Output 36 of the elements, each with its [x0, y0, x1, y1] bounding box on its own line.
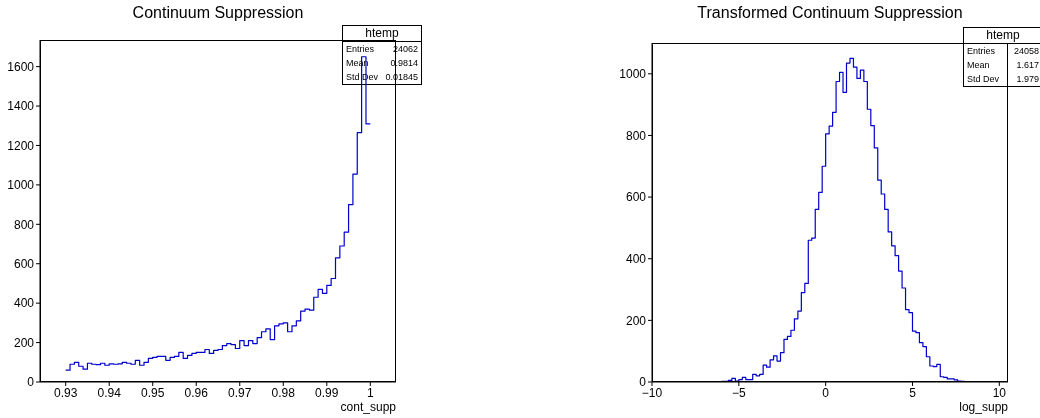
y-tick-label: 200 — [13, 335, 35, 350]
x-tick-label: 5 — [909, 385, 917, 400]
y-tick-label: 800 — [13, 217, 35, 232]
x-tick-label: 0.99 — [315, 385, 339, 400]
x-tick-label: 0 — [822, 385, 830, 400]
y-tick-label: 1000 — [7, 178, 35, 193]
x-tick-label: 0.95 — [141, 385, 165, 400]
x-tick-label: 0.97 — [228, 385, 252, 400]
chart-title: Continuum Suppression — [131, 4, 305, 22]
x-axis-title: log_supp — [959, 400, 1008, 414]
x-tick-label: 0.93 — [54, 385, 78, 400]
x-axis-title: cont_supp — [340, 400, 396, 414]
annotation: htemp — [343, 26, 421, 42]
x-tick-label: 10 — [992, 385, 1007, 400]
y-tick-label: 800 — [625, 128, 647, 143]
x-tick-label: 0.98 — [271, 385, 296, 400]
x-tick-label: 0.96 — [184, 385, 209, 400]
chart-title: Transformed Continuum Suppression — [696, 4, 964, 22]
y-tick-label: 0 — [27, 375, 35, 390]
annotation: Mean — [967, 60, 990, 70]
y-tick-label: 600 — [13, 256, 35, 271]
annotation: Std Dev — [967, 74, 1000, 84]
annotation: Entries — [346, 44, 375, 54]
x-tick-label: 1 — [366, 385, 374, 400]
y-tick-label: 1600 — [7, 59, 35, 74]
annotation: Entries — [967, 46, 996, 56]
y-tick-label: 1200 — [7, 138, 35, 153]
y-tick-label: 600 — [625, 190, 647, 205]
y-tick-label: 400 — [13, 296, 35, 311]
x-tick-label: 0.94 — [97, 385, 122, 400]
y-tick-label: 1400 — [7, 99, 35, 114]
y-tick-label: 200 — [625, 313, 647, 328]
x-tick-label: −5 — [731, 385, 746, 400]
stats-box: htemp Entries 24058 Mean 1.617 Std Dev 1.979 — [963, 27, 1040, 87]
y-tick-label: 400 — [625, 251, 647, 266]
y-tick-label: 1000 — [619, 67, 647, 82]
